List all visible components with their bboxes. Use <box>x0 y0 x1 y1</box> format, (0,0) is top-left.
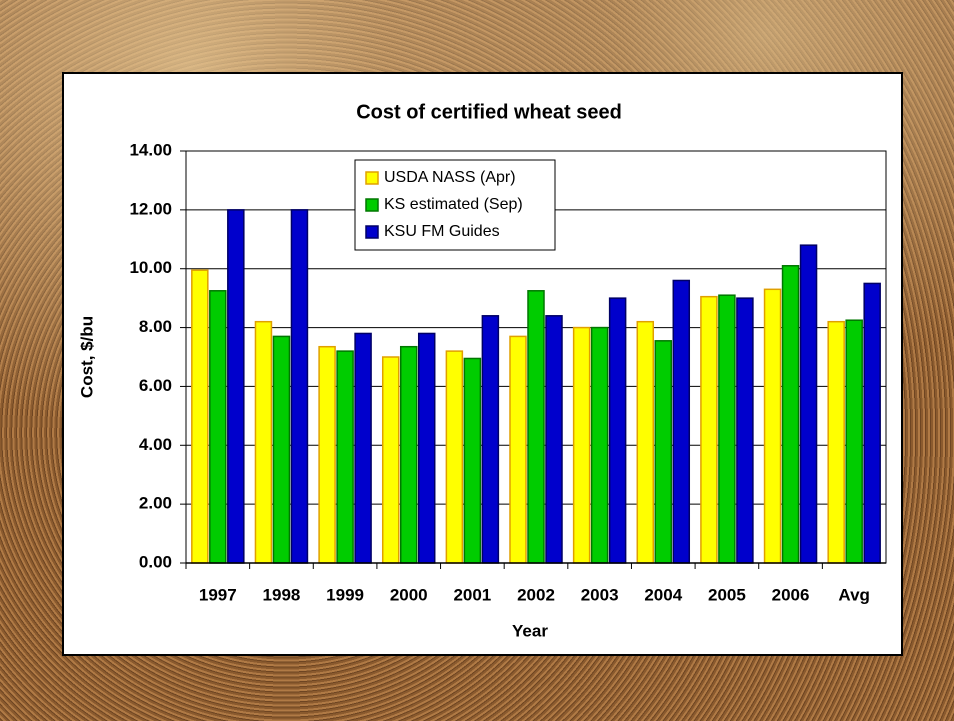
y-tick-label: 0.00 <box>139 552 172 571</box>
bar <box>319 347 335 563</box>
legend-label: KSU FM Guides <box>384 223 500 240</box>
legend-swatch <box>366 226 378 238</box>
y-tick-label: 4.00 <box>139 435 172 454</box>
bar <box>637 322 653 563</box>
bar <box>446 351 462 563</box>
bar <box>765 289 781 563</box>
x-tick-label: 2005 <box>708 585 746 604</box>
bar <box>864 283 880 563</box>
bar <box>210 291 226 563</box>
bar <box>355 333 371 563</box>
legend-label: KS estimated (Sep) <box>384 196 523 213</box>
x-axis-label: Year <box>512 621 548 640</box>
bar <box>464 358 480 563</box>
x-tick-label: Avg <box>838 585 870 604</box>
bar <box>401 347 417 563</box>
x-tick-label: 1999 <box>326 585 364 604</box>
bar <box>783 266 799 563</box>
bar <box>337 351 353 563</box>
x-tick-label: 2003 <box>581 585 619 604</box>
x-tick-label: 2006 <box>772 585 810 604</box>
bar <box>546 316 562 563</box>
bar <box>801 245 817 563</box>
bar <box>846 320 862 563</box>
y-tick-label: 6.00 <box>139 376 172 395</box>
chart-title: Cost of certified wheat seed <box>356 101 622 123</box>
y-axis-label: Cost, $/bu <box>77 316 96 398</box>
legend-label: USDA NASS (Apr) <box>384 169 516 186</box>
bar <box>273 336 289 563</box>
bar <box>291 210 307 563</box>
bar <box>737 298 753 563</box>
y-tick-label: 8.00 <box>139 317 172 336</box>
bar <box>228 210 244 563</box>
bar <box>673 280 689 563</box>
bar <box>528 291 544 563</box>
y-tick-label: 14.00 <box>129 140 172 159</box>
legend-swatch <box>366 199 378 211</box>
bar <box>482 316 498 563</box>
x-tick-label: 2004 <box>644 585 682 604</box>
chart: Cost of certified wheat seed Year Cost, … <box>0 0 954 721</box>
bar <box>255 322 271 563</box>
bar <box>719 295 735 563</box>
bar <box>383 357 399 563</box>
bar <box>828 322 844 563</box>
bar <box>510 336 526 563</box>
bar <box>701 297 717 563</box>
bar <box>592 328 608 563</box>
x-tick-label: 2000 <box>390 585 428 604</box>
bar <box>192 270 208 563</box>
x-tick-label: 2002 <box>517 585 555 604</box>
bar <box>610 298 626 563</box>
y-tick-label: 2.00 <box>139 494 172 513</box>
x-tick-label: 2001 <box>453 585 491 604</box>
bar <box>655 341 671 563</box>
bar <box>419 333 435 563</box>
x-tick-label: 1998 <box>263 585 301 604</box>
y-tick-label: 12.00 <box>129 199 172 218</box>
x-tick-label: 1997 <box>199 585 237 604</box>
legend-swatch <box>366 172 378 184</box>
bar <box>574 328 590 563</box>
y-tick-label: 10.00 <box>129 258 172 277</box>
